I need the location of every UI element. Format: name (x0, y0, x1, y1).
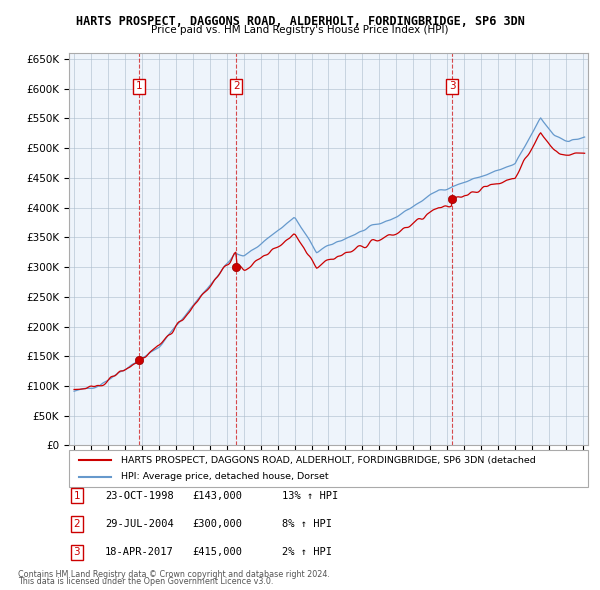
Text: 2% ↑ HPI: 2% ↑ HPI (282, 548, 332, 557)
Text: 3: 3 (449, 81, 455, 91)
Text: HARTS PROSPECT, DAGGONS ROAD, ALDERHOLT, FORDINGBRIDGE, SP6 3DN: HARTS PROSPECT, DAGGONS ROAD, ALDERHOLT,… (76, 15, 524, 28)
Text: HARTS PROSPECT, DAGGONS ROAD, ALDERHOLT, FORDINGBRIDGE, SP6 3DN (detached: HARTS PROSPECT, DAGGONS ROAD, ALDERHOLT,… (121, 456, 536, 465)
Text: £300,000: £300,000 (192, 519, 242, 529)
Text: 23-OCT-1998: 23-OCT-1998 (105, 491, 174, 500)
Text: 1: 1 (136, 81, 142, 91)
Text: 18-APR-2017: 18-APR-2017 (105, 548, 174, 557)
Text: 8% ↑ HPI: 8% ↑ HPI (282, 519, 332, 529)
Text: 3: 3 (73, 548, 80, 557)
Text: This data is licensed under the Open Government Licence v3.0.: This data is licensed under the Open Gov… (18, 577, 274, 586)
Text: 1: 1 (73, 491, 80, 500)
Text: £415,000: £415,000 (192, 548, 242, 557)
Text: Contains HM Land Registry data © Crown copyright and database right 2024.: Contains HM Land Registry data © Crown c… (18, 570, 330, 579)
FancyBboxPatch shape (69, 450, 588, 487)
Text: 2: 2 (233, 81, 240, 91)
Text: 29-JUL-2004: 29-JUL-2004 (105, 519, 174, 529)
Text: 13% ↑ HPI: 13% ↑ HPI (282, 491, 338, 500)
Text: HPI: Average price, detached house, Dorset: HPI: Average price, detached house, Dors… (121, 472, 329, 481)
Text: £143,000: £143,000 (192, 491, 242, 500)
Text: Price paid vs. HM Land Registry's House Price Index (HPI): Price paid vs. HM Land Registry's House … (151, 25, 449, 35)
Text: 2: 2 (73, 519, 80, 529)
